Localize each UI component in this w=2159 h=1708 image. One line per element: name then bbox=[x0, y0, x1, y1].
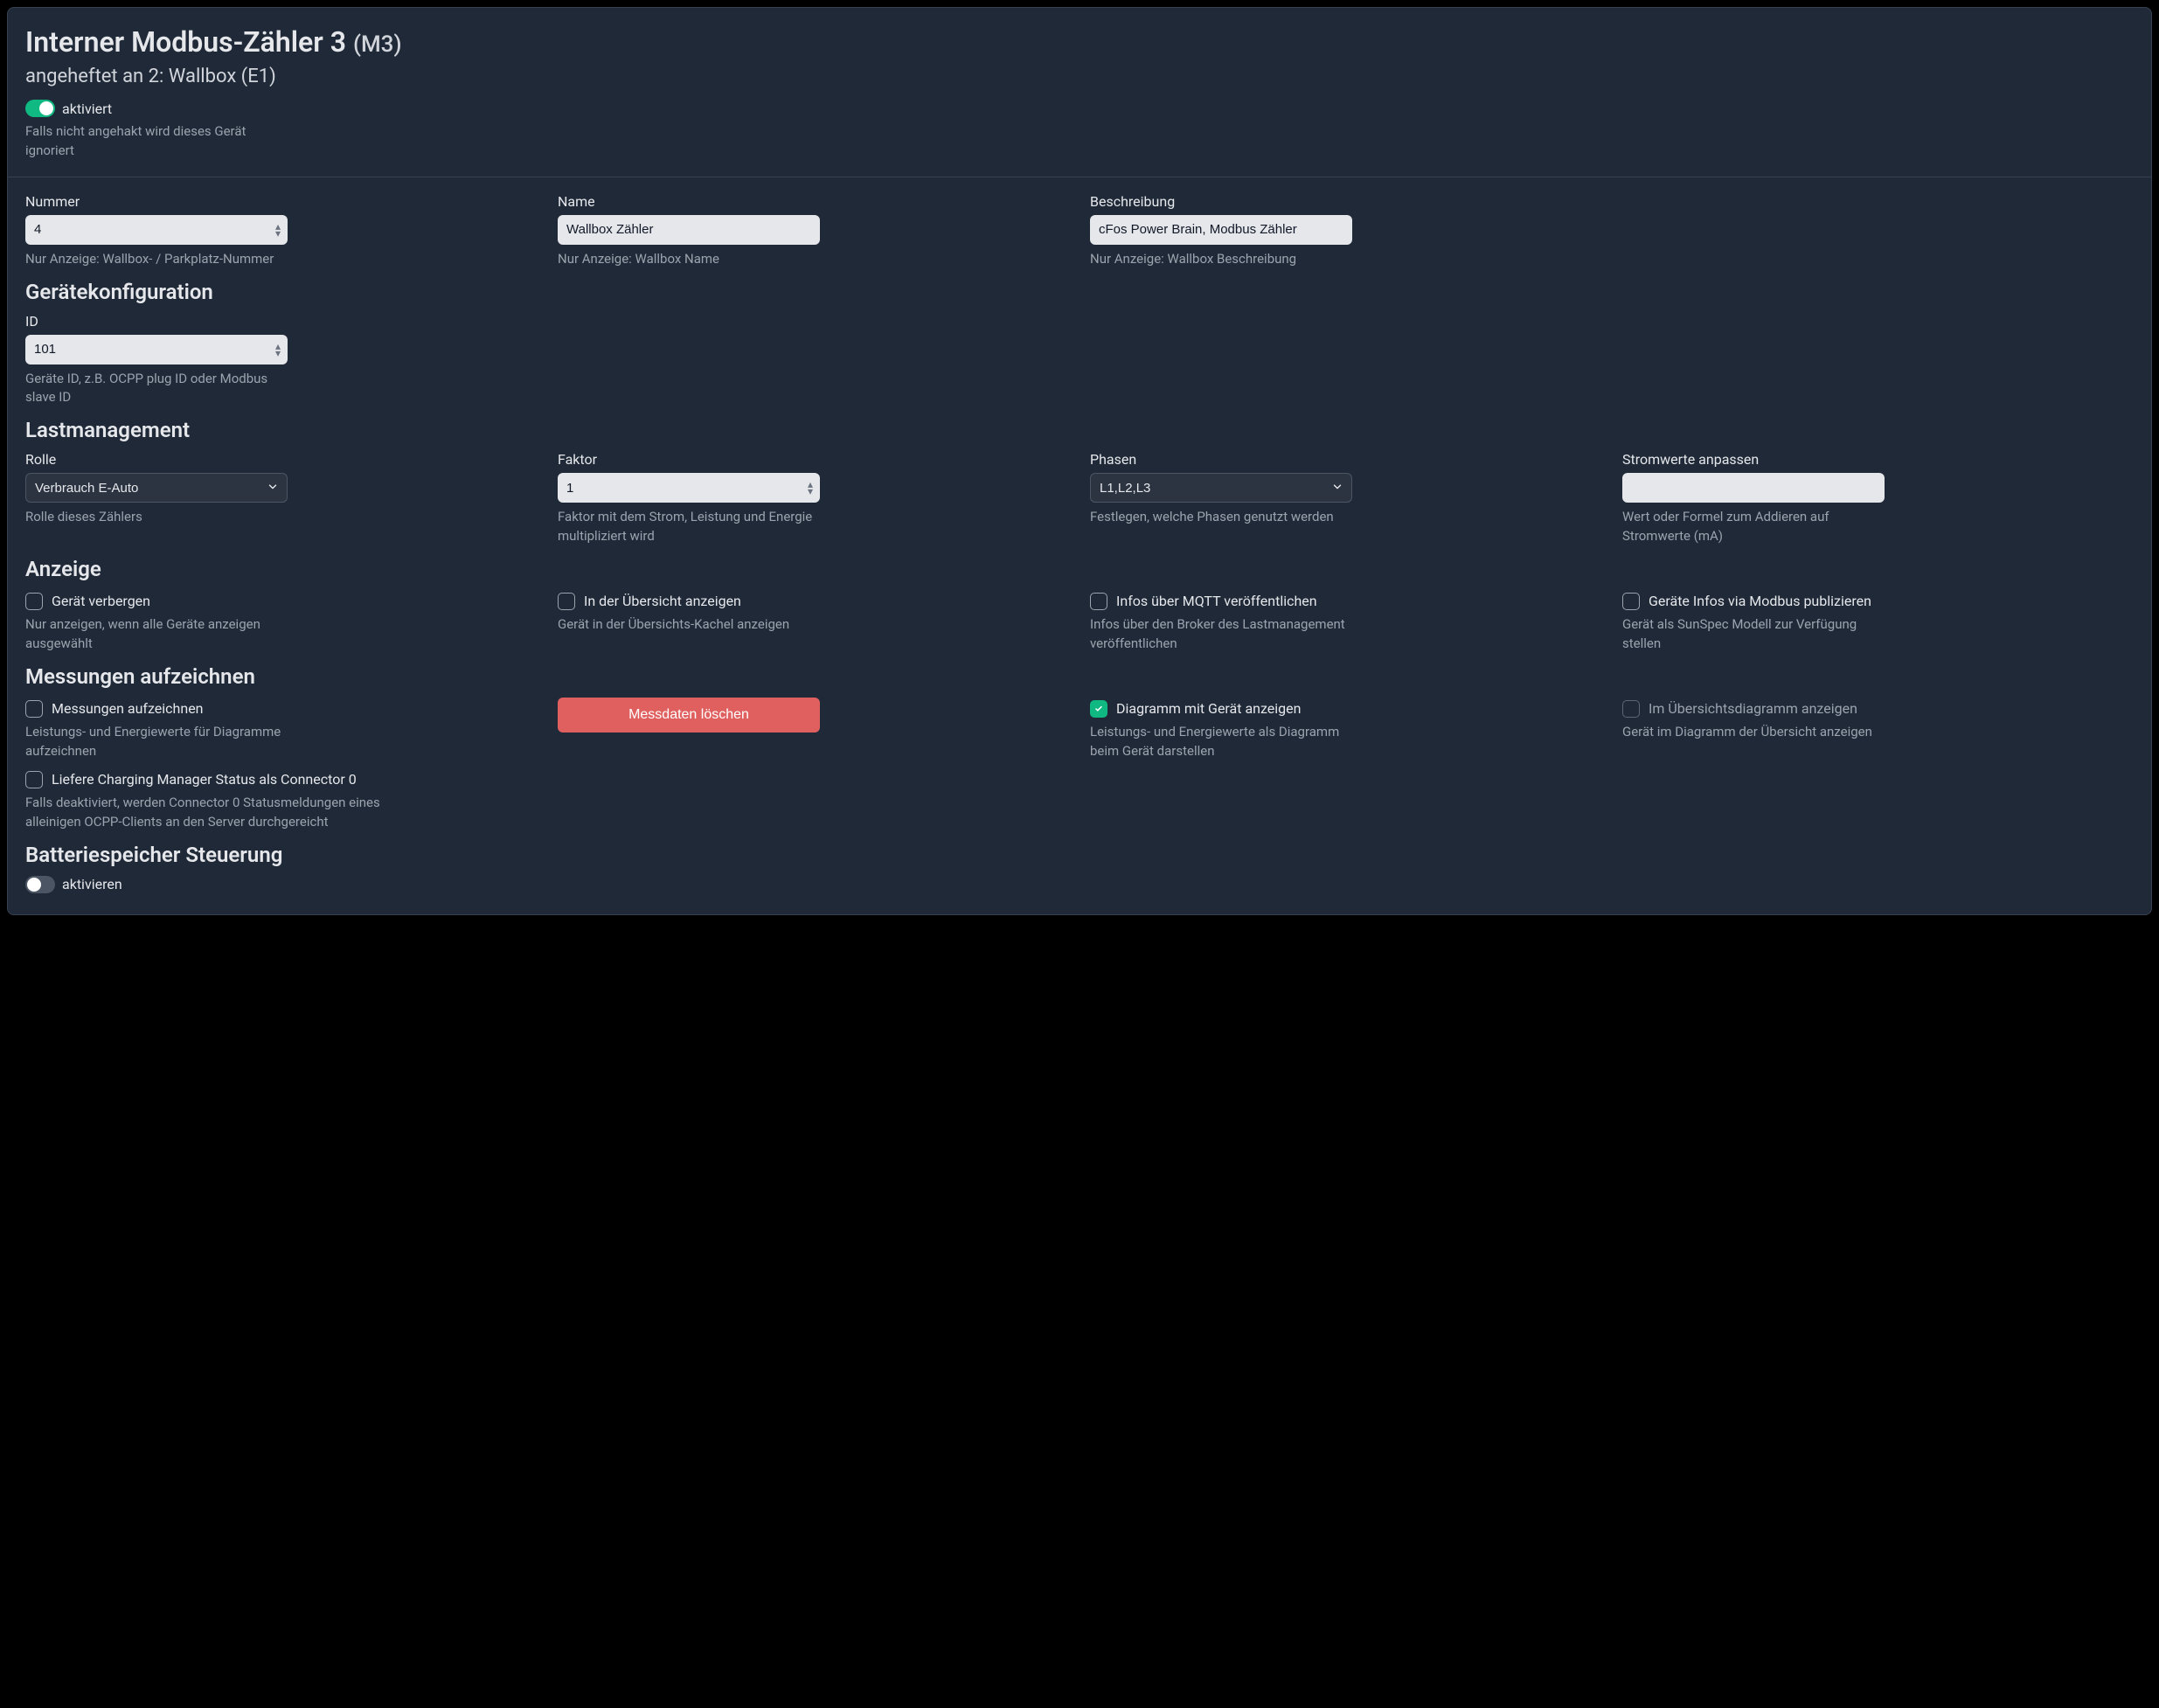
id-field: ID ▴▾ Geräte ID, z.B. OCPP plug ID oder … bbox=[25, 313, 537, 408]
factor-help: Faktor mit dem Strom, Leistung und Energ… bbox=[558, 508, 820, 546]
overview-diagram-checkbox[interactable] bbox=[1622, 700, 1640, 718]
modbus-field: Geräte Infos via Modbus publizieren Gerä… bbox=[1622, 590, 2134, 654]
battery-activate-label: aktivieren bbox=[62, 876, 122, 892]
mqtt-help: Infos über den Broker des Lastmanagement… bbox=[1090, 615, 1352, 654]
name-label: Name bbox=[558, 193, 1069, 210]
overview-help: Gerät in der Übersichts-Kachel anzeigen bbox=[558, 615, 820, 635]
overview-diagram-label: Im Übersichtsdiagramm anzeigen bbox=[1649, 699, 1857, 719]
connector0-checkbox[interactable] bbox=[25, 771, 43, 788]
adjust-input[interactable] bbox=[1622, 473, 1885, 503]
section-device-config: Gerätekonfiguration bbox=[25, 280, 2134, 304]
delete-data-field: Messdaten löschen bbox=[558, 698, 1069, 761]
overview-field: In der Übersicht anzeigen Gerät in der Ü… bbox=[558, 590, 1069, 654]
section-display: Anzeige bbox=[25, 557, 2134, 581]
role-help: Rolle dieses Zählers bbox=[25, 508, 288, 527]
overview-diagram-help: Gerät im Diagramm der Übersicht anzeigen bbox=[1622, 723, 1885, 742]
factor-label: Faktor bbox=[558, 451, 1069, 468]
activate-help: Falls nicht angehakt wird dieses Gerät i… bbox=[25, 122, 288, 161]
overview-checkbox[interactable] bbox=[558, 593, 575, 610]
number-help: Nur Anzeige: Wallbox- / Parkplatz-Nummer bbox=[25, 250, 288, 269]
desc-help: Nur Anzeige: Wallbox Beschreibung bbox=[1090, 250, 1352, 269]
connector0-field: Liefere Charging Manager Status als Conn… bbox=[25, 768, 1069, 832]
id-input[interactable] bbox=[25, 335, 288, 365]
hide-label: Gerät verbergen bbox=[52, 592, 150, 611]
record-checkbox[interactable] bbox=[25, 700, 43, 718]
name-input[interactable] bbox=[558, 215, 820, 245]
number-label: Nummer bbox=[25, 193, 537, 210]
desc-label: Beschreibung bbox=[1090, 193, 1601, 210]
connector0-label: Liefere Charging Manager Status als Conn… bbox=[52, 770, 357, 789]
number-input[interactable] bbox=[25, 215, 288, 245]
battery-activate-row: aktivieren bbox=[25, 876, 2134, 893]
diagram-help: Leistungs- und Energiewerte als Diagramm… bbox=[1090, 723, 1352, 761]
diagram-field: Diagramm mit Gerät anzeigen Leistungs- u… bbox=[1090, 698, 1601, 761]
phases-label: Phasen bbox=[1090, 451, 1601, 468]
activate-row: aktiviert bbox=[25, 100, 2134, 117]
mqtt-label: Infos über MQTT veröffentlichen bbox=[1116, 592, 1317, 611]
role-label: Rolle bbox=[25, 451, 537, 468]
name-field: Name Nur Anzeige: Wallbox Name bbox=[558, 193, 1069, 269]
section-load-mgmt: Lastmanagement bbox=[25, 418, 2134, 442]
activate-toggle[interactable] bbox=[25, 100, 55, 117]
phases-field: Phasen L1,L2,L3 Festlegen, welche Phasen… bbox=[1090, 451, 1601, 546]
mqtt-checkbox[interactable] bbox=[1090, 593, 1107, 610]
section-battery: Batteriespeicher Steuerung bbox=[25, 843, 2134, 867]
adjust-help: Wert oder Formel zum Addieren auf Stromw… bbox=[1622, 508, 1885, 546]
activate-label: aktiviert bbox=[62, 101, 112, 117]
name-help: Nur Anzeige: Wallbox Name bbox=[558, 250, 820, 269]
hide-field: Gerät verbergen Nur anzeigen, wenn alle … bbox=[25, 590, 537, 654]
desc-input[interactable] bbox=[1090, 215, 1352, 245]
record-label: Messungen aufzeichnen bbox=[52, 699, 204, 719]
role-field: Rolle Verbrauch E-Auto Rolle dieses Zähl… bbox=[25, 451, 537, 546]
overview-label: In der Übersicht anzeigen bbox=[584, 592, 741, 611]
title-main: Interner Modbus-Zähler 3 bbox=[25, 25, 346, 59]
mqtt-field: Infos über MQTT veröffentlichen Infos üb… bbox=[1090, 590, 1601, 654]
adjust-label: Stromwerte anpassen bbox=[1622, 451, 2134, 468]
id-label: ID bbox=[25, 313, 537, 330]
device-settings-panel: Interner Modbus-Zähler 3 (M3) angeheftet… bbox=[7, 7, 2152, 915]
overview-diagram-field: Im Übersichtsdiagramm anzeigen Gerät im … bbox=[1622, 698, 2134, 761]
section-record: Messungen aufzeichnen bbox=[25, 664, 2134, 689]
title-suffix: (M3) bbox=[353, 31, 402, 58]
delete-data-button[interactable]: Messdaten löschen bbox=[558, 698, 820, 732]
record-field: Messungen aufzeichnen Leistungs- und Ene… bbox=[25, 698, 537, 761]
page-subtitle: angeheftet an 2: Wallbox (E1) bbox=[25, 66, 2134, 87]
modbus-checkbox[interactable] bbox=[1622, 593, 1640, 610]
desc-field: Beschreibung Nur Anzeige: Wallbox Beschr… bbox=[1090, 193, 1601, 269]
number-field: Nummer ▴▾ Nur Anzeige: Wallbox- / Parkpl… bbox=[25, 193, 537, 269]
modbus-help: Gerät als SunSpec Modell zur Verfügung s… bbox=[1622, 615, 1885, 654]
phases-select[interactable]: L1,L2,L3 bbox=[1090, 473, 1352, 503]
connector0-help: Falls deaktiviert, werden Connector 0 St… bbox=[25, 794, 392, 832]
record-help: Leistungs- und Energiewerte für Diagramm… bbox=[25, 723, 288, 761]
role-select[interactable]: Verbrauch E-Auto bbox=[25, 473, 288, 503]
modbus-label: Geräte Infos via Modbus publizieren bbox=[1649, 592, 1871, 611]
phases-help: Festlegen, welche Phasen genutzt werden bbox=[1090, 508, 1352, 527]
diagram-label: Diagramm mit Gerät anzeigen bbox=[1116, 699, 1301, 719]
adjust-field: Stromwerte anpassen Wert oder Formel zum… bbox=[1622, 451, 2134, 546]
diagram-checkbox[interactable] bbox=[1090, 700, 1107, 718]
factor-input[interactable] bbox=[558, 473, 820, 503]
battery-activate-toggle[interactable] bbox=[25, 876, 55, 893]
hide-help: Nur anzeigen, wenn alle Geräte anzeigen … bbox=[25, 615, 288, 654]
factor-field: Faktor ▴▾ Faktor mit dem Strom, Leistung… bbox=[558, 451, 1069, 546]
id-help: Geräte ID, z.B. OCPP plug ID oder Modbus… bbox=[25, 370, 288, 408]
page-title: Interner Modbus-Zähler 3 (M3) bbox=[25, 25, 2134, 59]
hide-checkbox[interactable] bbox=[25, 593, 43, 610]
